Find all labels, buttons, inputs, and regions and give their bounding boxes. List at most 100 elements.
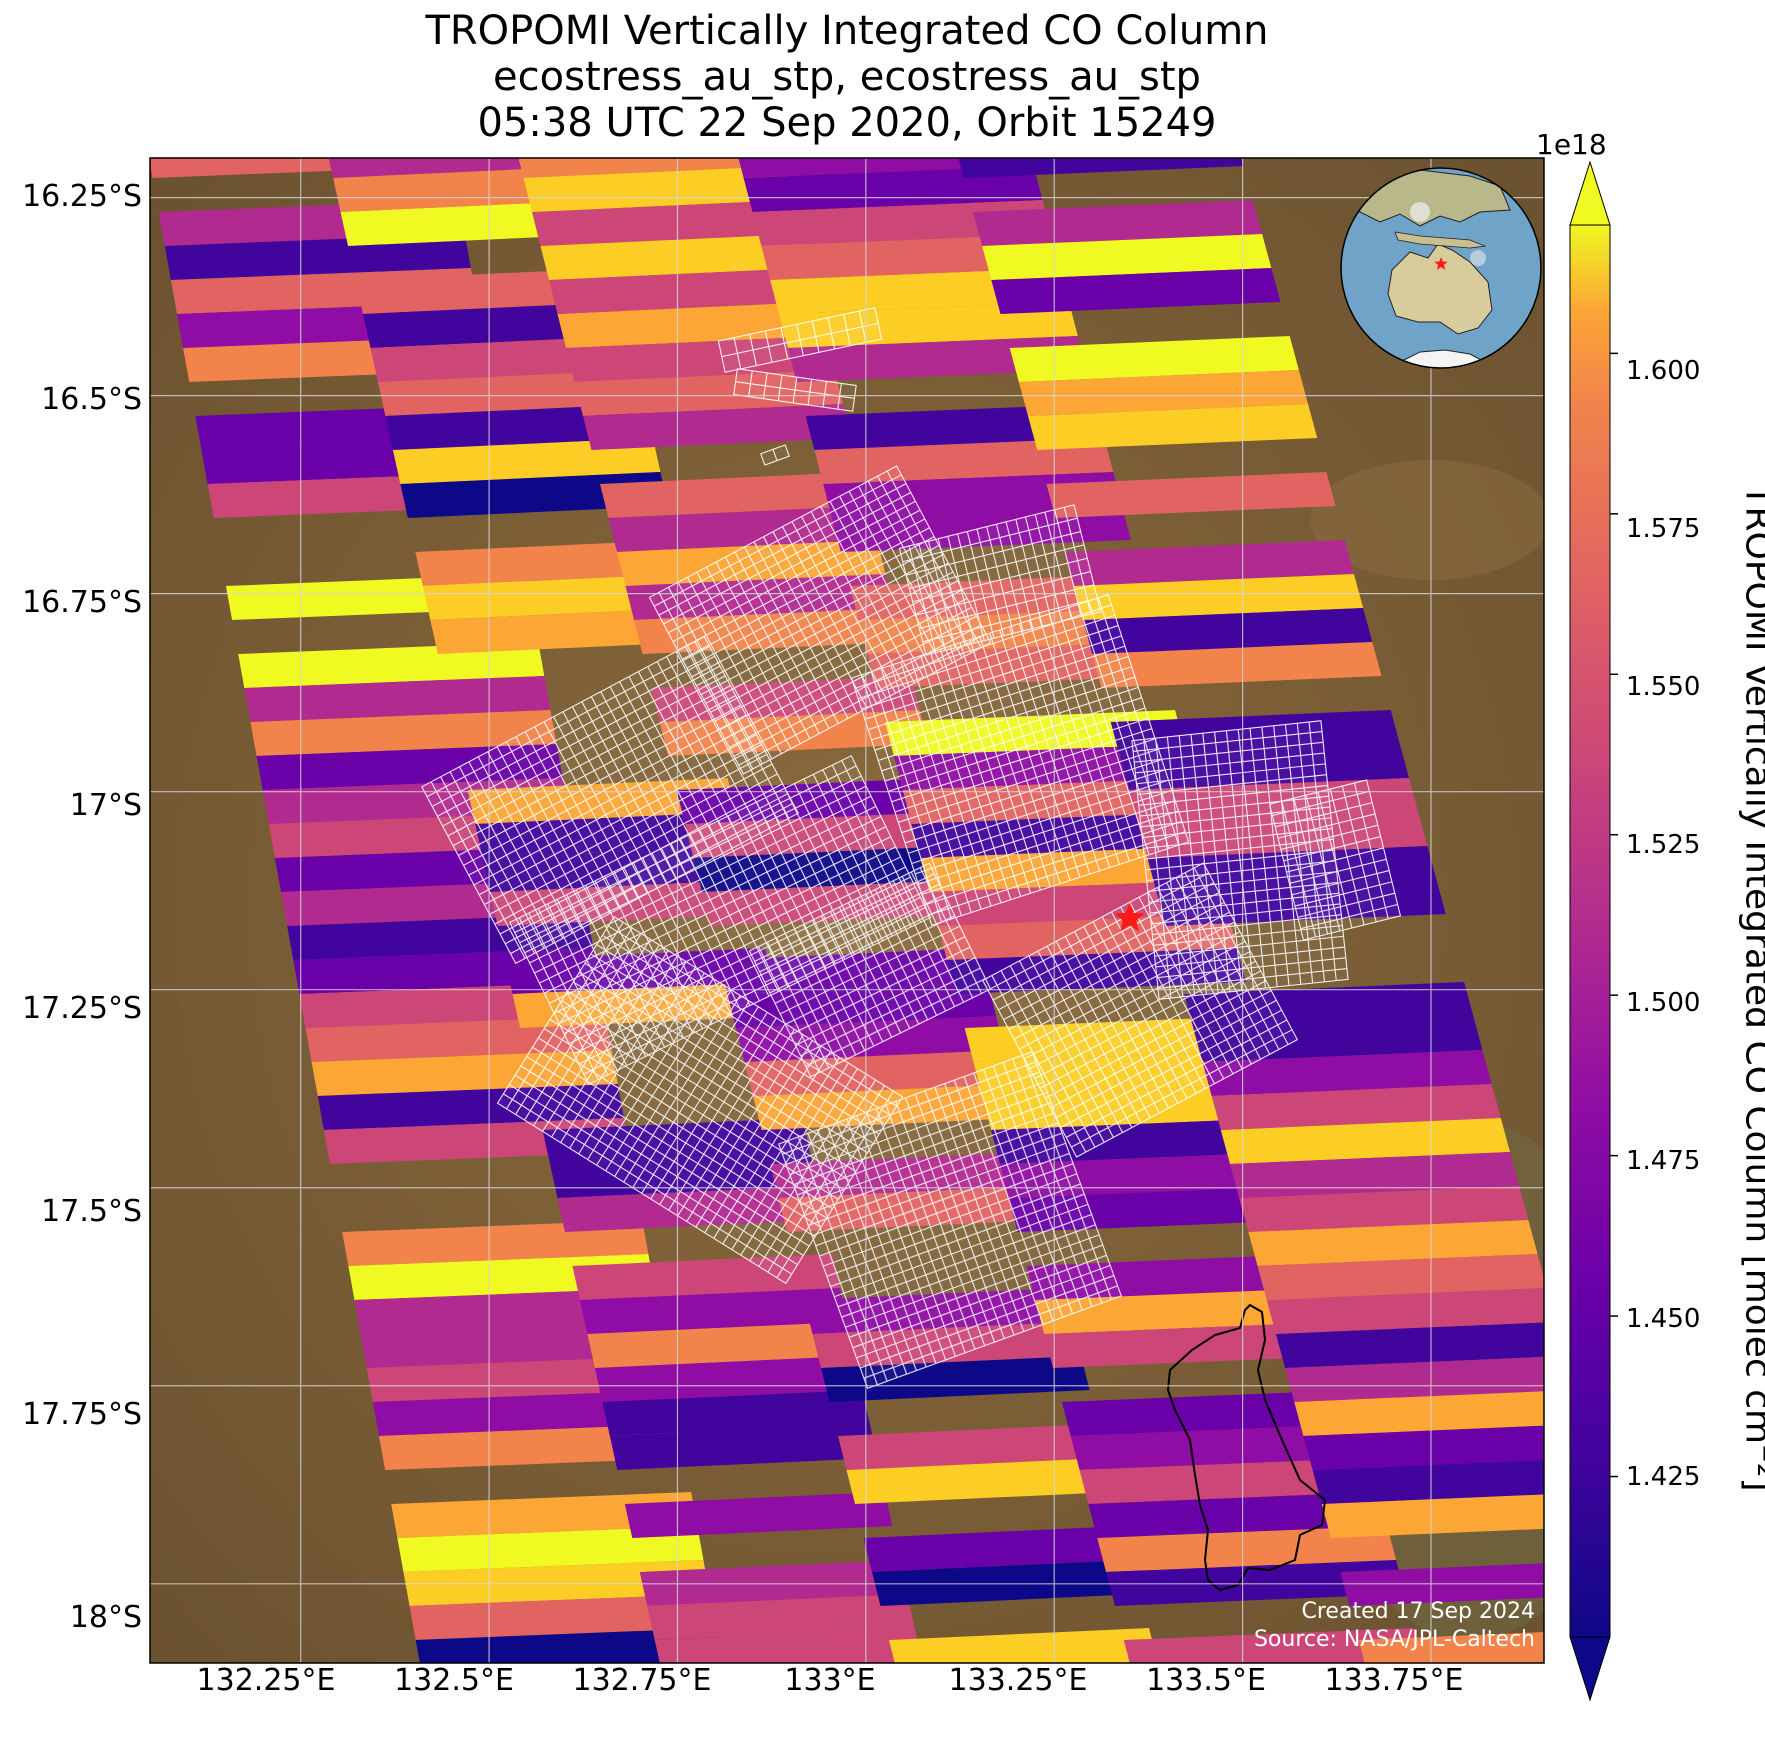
footprint-line <box>902 517 1078 563</box>
tropomi-pixel <box>823 472 1123 518</box>
tropomi-pixel <box>991 268 1281 314</box>
footprint-line <box>912 557 1088 603</box>
tropomi-pixel <box>1046 472 1336 518</box>
footprint-line <box>519 775 862 944</box>
tropomi-pixel <box>1008 1186 1308 1232</box>
title-line-1: TROPOMI Vertically Integrated CO Column <box>425 8 1269 54</box>
footprint-line <box>524 785 867 954</box>
tropomi-pixel <box>787 336 1087 382</box>
colorbar-tick-label: 1.425 <box>1626 1462 1701 1492</box>
tropomi-pixel <box>872 1560 1141 1606</box>
footprint-line <box>769 904 950 994</box>
globe-rim <box>1340 167 1542 369</box>
footprint-grid <box>760 444 790 466</box>
footprint-line <box>447 685 731 837</box>
footprint-line <box>596 944 886 1126</box>
footprint-line <box>548 836 892 1004</box>
footprint-line <box>514 1074 804 1256</box>
tropomi-pixel <box>1088 1492 1388 1538</box>
footprint-line <box>1153 924 1343 946</box>
footprint-line <box>808 1132 1063 1226</box>
tropomi-pixel <box>550 1152 818 1198</box>
lat-label: 17.25°S <box>22 991 142 1026</box>
footprint-line <box>529 795 872 964</box>
footprint-line <box>1275 802 1373 828</box>
footprint-line <box>904 758 1162 844</box>
tropomi-pixel <box>1340 1563 1544 1606</box>
footprint-line <box>503 1093 792 1275</box>
tropomi-pixel <box>422 574 691 620</box>
footprint-line <box>1289 858 1387 884</box>
footprint-line <box>754 873 935 962</box>
lat-label: 18°S <box>69 1600 142 1635</box>
footprint-line <box>568 876 911 1045</box>
footprint-line <box>1065 1019 1288 1138</box>
tropomi-pixel <box>651 676 920 722</box>
gridlines <box>150 158 1544 1663</box>
tropomi-pixel <box>1110 710 1400 756</box>
lat-label: 16.75°S <box>22 585 142 620</box>
tropomi-pixel <box>838 1424 1107 1470</box>
footprint-line <box>852 1254 1107 1349</box>
tropomi-pixel <box>583 404 852 450</box>
footprint-line <box>784 936 966 1025</box>
lon-label: 133.5°E <box>1146 1663 1266 1698</box>
footprint-line <box>578 896 921 1065</box>
footprint-line <box>1139 795 1329 817</box>
footprint-line <box>544 826 887 994</box>
credit-source: Source: NASA/JPL-Caltech <box>1253 1627 1535 1652</box>
tropomi-pixel <box>164 234 471 280</box>
footprint-line <box>583 906 926 1075</box>
footprint-line <box>1029 950 1251 1070</box>
footprint-line <box>901 748 1159 834</box>
tropomi-pixel <box>1156 880 1446 926</box>
tropomi-pixel <box>400 472 668 518</box>
footprint-line <box>921 810 1179 895</box>
tropomi-pixel <box>305 1016 612 1062</box>
footprint-line <box>452 694 736 847</box>
ecostress-footprints <box>421 307 1402 1390</box>
footprint-line <box>658 592 754 770</box>
footprint-line <box>494 773 778 925</box>
footprint-line <box>908 769 1166 854</box>
tropomi-pixel <box>958 158 1244 178</box>
tropomi-pixel <box>639 1560 908 1606</box>
title-line-3: 05:38 UTC 22 Sep 2020, Orbit 15249 <box>477 100 1217 146</box>
footprint-line <box>791 521 887 699</box>
footprint-line <box>573 886 916 1055</box>
colorbar-extend-max <box>1569 160 1611 226</box>
footprint-line <box>861 625 1119 710</box>
footprint-line <box>1156 957 1346 979</box>
footprint-line <box>1140 806 1331 828</box>
tropomi-pixel <box>617 540 886 586</box>
region-outline <box>1166 1303 1327 1592</box>
tropomi-pixel <box>566 336 835 382</box>
tropomi-pixel <box>378 1424 686 1470</box>
colorbar-body <box>1570 225 1610 1637</box>
tropomi-pixel <box>1193 1016 1483 1062</box>
footprint-line <box>924 820 1183 906</box>
tropomi-pixel <box>518 158 784 178</box>
footprint-line <box>478 744 762 896</box>
tropomi-pixel <box>594 1356 863 1402</box>
footprint-line <box>1071 1029 1293 1148</box>
footprint-grid <box>496 915 904 1285</box>
footprint-line <box>919 584 1095 629</box>
tropomi-pixel <box>1239 1186 1529 1232</box>
footprint-line <box>715 561 811 739</box>
footprint-line <box>820 506 915 684</box>
footprint-line <box>1133 731 1323 752</box>
tropomi-pixel <box>430 608 698 654</box>
tropomi-pixel <box>647 1594 915 1640</box>
tropomi-pixel <box>1294 1391 1544 1436</box>
footprint-line <box>911 779 1169 865</box>
tropomi-pixel <box>1070 1424 1370 1470</box>
footprint-grid <box>850 593 1190 927</box>
lat-label: 16.25°S <box>22 179 142 214</box>
tropomi-pixel <box>1106 1560 1405 1606</box>
tropomi-pixel <box>1129 778 1419 824</box>
tropomi-pixel <box>624 1492 893 1538</box>
tropomi-pixel <box>846 1458 1115 1504</box>
footprint-line <box>1135 752 1325 774</box>
